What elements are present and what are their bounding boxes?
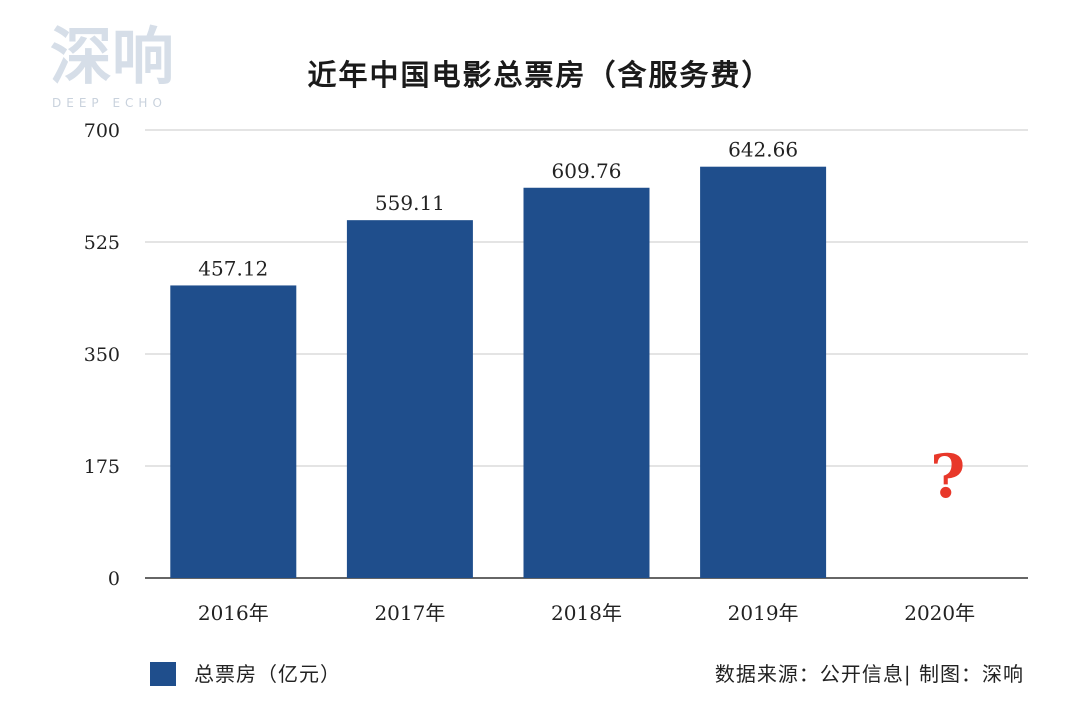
x-tick-label: 2018年 [551,601,622,625]
logo-english-text: DEEP ECHO [52,96,167,110]
y-tick-label: 0 [108,568,120,590]
x-tick-label: 2017年 [374,601,445,625]
bar [170,285,297,578]
brand-logo: 深响 DEEP ECHO [50,22,200,114]
legend-swatch [150,662,176,686]
y-tick-label: 350 [84,344,120,366]
x-tick-label: 2016年 [198,601,269,625]
legend-label: 总票房（亿元） [194,662,341,686]
question-mark-annotation: ? [930,442,965,512]
y-tick-label: 700 [84,120,120,142]
data-label: 457.12 [198,256,268,280]
bar [523,187,650,578]
x-tick-label: 2020年 [904,601,975,625]
bar [346,220,473,578]
data-label: 609.76 [552,159,622,183]
y-tick-label: 525 [84,232,120,254]
logo-chinese-text: 深响 [50,20,175,93]
bar [700,166,827,578]
data-label: 642.66 [728,138,798,162]
x-tick-label: 2019年 [728,601,799,625]
chart-title: 近年中国电影总票房（含服务费） [307,58,773,92]
data-label: 559.11 [375,191,445,215]
y-tick-label: 175 [84,456,120,478]
source-credit: 数据来源：公开信息| 制图：深响 [714,662,1024,686]
